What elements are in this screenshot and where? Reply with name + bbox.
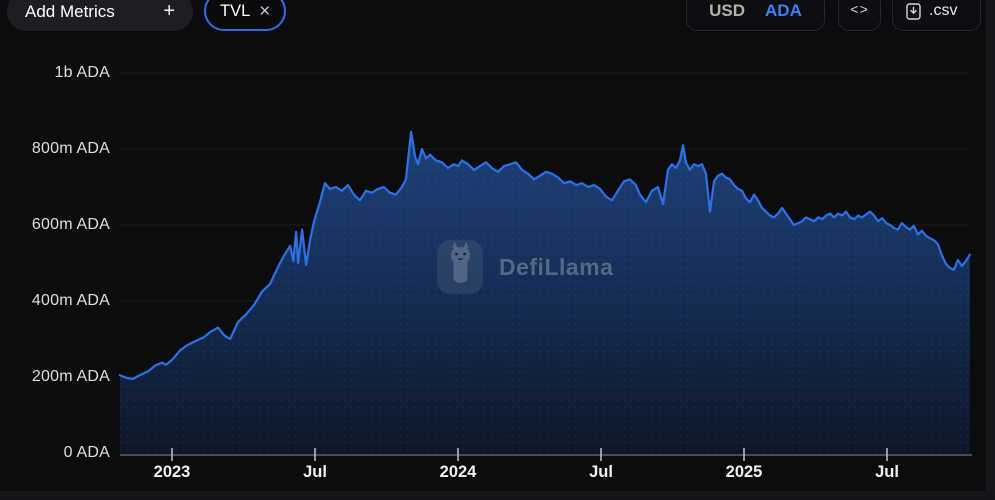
tvl-chip-label: TVL <box>220 1 251 20</box>
y-axis-tick-label: 0 ADA <box>63 444 110 461</box>
x-axis-ticks <box>171 448 888 461</box>
panel-right-edge <box>986 0 995 500</box>
x-axis-tick-label: 2023 <box>153 463 191 481</box>
y-axis-tick-label: 600m ADA <box>31 216 110 233</box>
close-icon[interactable]: × <box>259 0 271 22</box>
tvl-line <box>118 130 971 380</box>
x-axis-tick-label: 2024 <box>439 463 477 481</box>
y-axis-tick-label: 200m ADA <box>31 368 110 385</box>
tvl-area-texture <box>119 131 970 454</box>
embed-code-button[interactable]: <> <box>838 0 881 31</box>
currency-option-ada[interactable]: ADA <box>765 1 802 20</box>
plus-icon: + <box>163 0 175 22</box>
x-axis-tick-label: 2025 <box>725 463 763 481</box>
csv-button-label: .csv <box>929 2 958 19</box>
add-metrics-label: Add Metrics <box>25 1 115 21</box>
code-brackets-icon: <> <box>850 3 869 19</box>
panel-bottom-edge <box>0 491 995 500</box>
x-axis-tick-label: Jul <box>303 463 327 481</box>
metric-chip-tvl[interactable]: TVL × <box>204 0 287 31</box>
y-axis-tick-label: 800m ADA <box>31 140 110 157</box>
download-csv-button[interactable]: .csv <box>892 0 981 31</box>
y-axis-tick-label: 400m ADA <box>31 292 110 309</box>
x-axis-tick-label: Jul <box>875 463 899 481</box>
y-axis-tick-label: 1b ADA <box>54 64 110 81</box>
file-download-icon <box>906 2 921 20</box>
currency-option-usd[interactable]: USD <box>709 1 746 20</box>
x-axis-tick-label: Jul <box>589 463 613 481</box>
currency-toggle[interactable]: USD ADA <box>686 0 825 31</box>
add-metrics-button[interactable]: Add Metrics + <box>7 0 193 31</box>
